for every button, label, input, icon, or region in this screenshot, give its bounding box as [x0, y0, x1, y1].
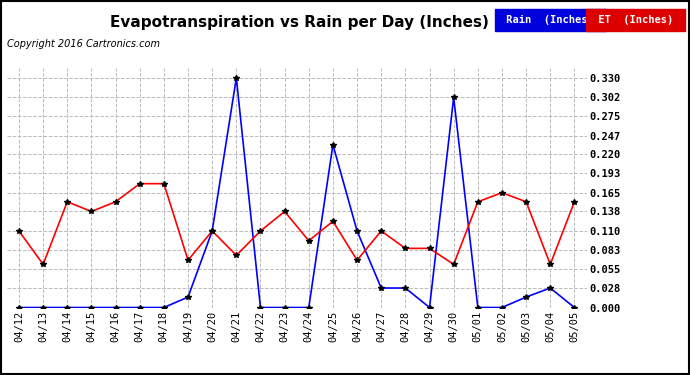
Text: ET  (Inches): ET (Inches): [592, 15, 680, 25]
Text: Rain  (Inches): Rain (Inches): [500, 15, 600, 25]
Text: Evapotranspiration vs Rain per Day (Inches) 20160506: Evapotranspiration vs Rain per Day (Inch…: [110, 15, 580, 30]
Text: Copyright 2016 Cartronics.com: Copyright 2016 Cartronics.com: [7, 39, 160, 50]
